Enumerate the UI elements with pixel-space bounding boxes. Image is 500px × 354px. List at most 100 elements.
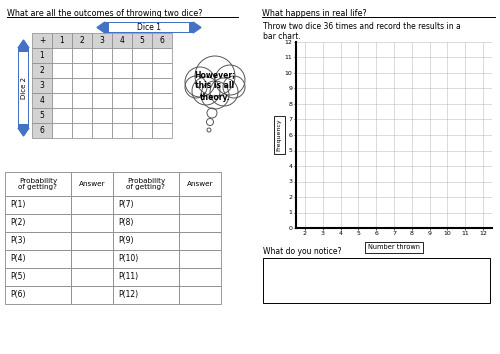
Circle shape	[195, 56, 235, 96]
Bar	[92, 63, 112, 78]
Bar	[72, 63, 92, 78]
Text: P(1): P(1)	[10, 200, 26, 210]
Bar	[92, 48, 112, 63]
Bar	[52, 123, 72, 138]
Text: However;
this is all
theory.: However; this is all theory.	[194, 70, 235, 102]
Bar	[105, 22, 193, 33]
Text: 2: 2	[40, 66, 44, 75]
Bar	[113, 232, 179, 250]
Bar	[71, 172, 113, 196]
Bar	[32, 48, 52, 63]
Text: 3: 3	[40, 81, 44, 90]
Bar	[5, 250, 71, 268]
Circle shape	[210, 78, 238, 106]
Text: What are all the outcomes of throwing two dice?: What are all the outcomes of throwing tw…	[7, 9, 202, 18]
Text: P(9): P(9)	[118, 236, 134, 246]
Text: 4: 4	[120, 36, 124, 45]
Bar	[179, 196, 221, 214]
Bar	[113, 214, 179, 232]
Polygon shape	[97, 22, 105, 33]
Bar	[71, 232, 113, 250]
Bar	[71, 250, 113, 268]
Text: 2: 2	[80, 36, 84, 45]
Bar	[18, 48, 29, 128]
Bar	[132, 108, 152, 123]
Bar	[72, 33, 92, 48]
Bar	[152, 123, 172, 138]
Bar	[132, 63, 152, 78]
Bar	[72, 123, 92, 138]
Circle shape	[192, 77, 220, 105]
Text: Probability
of getting?: Probability of getting?	[18, 177, 58, 190]
Bar	[109, 23, 189, 32]
Bar	[152, 63, 172, 78]
Bar	[5, 268, 71, 286]
Text: What do you notice?: What do you notice?	[263, 247, 342, 256]
Text: Throw two dice 36 times and record the results in a
bar chart.: Throw two dice 36 times and record the r…	[263, 22, 461, 41]
Bar	[92, 108, 112, 123]
Text: P(4): P(4)	[10, 255, 26, 263]
Bar	[263, 258, 490, 303]
Bar	[19, 52, 28, 124]
Circle shape	[207, 108, 217, 118]
Text: 5: 5	[140, 36, 144, 45]
Text: P(5): P(5)	[10, 273, 26, 281]
Bar	[152, 33, 172, 48]
Bar	[112, 63, 132, 78]
Bar	[179, 286, 221, 304]
Text: 6: 6	[160, 36, 164, 45]
Text: 3: 3	[100, 36, 104, 45]
Polygon shape	[193, 22, 201, 33]
Bar	[5, 232, 71, 250]
Bar	[72, 93, 92, 108]
Text: +: +	[39, 36, 45, 45]
Bar	[72, 78, 92, 93]
Bar	[112, 48, 132, 63]
Text: P(12): P(12)	[118, 291, 138, 299]
Bar	[92, 93, 112, 108]
Y-axis label: Frequency: Frequency	[277, 119, 282, 151]
Bar	[5, 196, 71, 214]
Text: P(6): P(6)	[10, 291, 26, 299]
Text: 1: 1	[40, 51, 44, 60]
Text: Number thrown: Number thrown	[368, 245, 420, 251]
Text: P(3): P(3)	[10, 236, 26, 246]
Bar	[112, 93, 132, 108]
Text: P(2): P(2)	[10, 218, 26, 228]
Circle shape	[223, 76, 245, 98]
Bar	[32, 63, 52, 78]
Bar	[92, 123, 112, 138]
Bar	[52, 63, 72, 78]
Text: Probability
of getting?: Probability of getting?	[126, 177, 166, 190]
Text: Answer: Answer	[186, 181, 214, 187]
Bar	[112, 33, 132, 48]
Text: What happens in real life?: What happens in real life?	[262, 9, 367, 18]
Text: 5: 5	[40, 111, 44, 120]
Bar	[132, 78, 152, 93]
Bar	[132, 33, 152, 48]
Bar	[71, 196, 113, 214]
Text: Answer: Answer	[78, 181, 106, 187]
Circle shape	[215, 65, 245, 95]
Text: P(10): P(10)	[118, 255, 138, 263]
Text: P(11): P(11)	[118, 273, 138, 281]
Bar	[179, 172, 221, 196]
Bar	[113, 268, 179, 286]
Bar	[71, 268, 113, 286]
Bar	[92, 33, 112, 48]
Bar	[113, 196, 179, 214]
Bar	[132, 123, 152, 138]
Polygon shape	[18, 40, 29, 48]
Bar	[52, 33, 72, 48]
Bar	[92, 78, 112, 93]
Bar	[52, 108, 72, 123]
Bar	[113, 172, 179, 196]
Bar	[132, 48, 152, 63]
Text: 1: 1	[60, 36, 64, 45]
Bar	[152, 93, 172, 108]
Bar	[132, 93, 152, 108]
Bar	[112, 78, 132, 93]
Circle shape	[185, 76, 207, 98]
Circle shape	[207, 128, 211, 132]
Bar	[32, 33, 52, 48]
